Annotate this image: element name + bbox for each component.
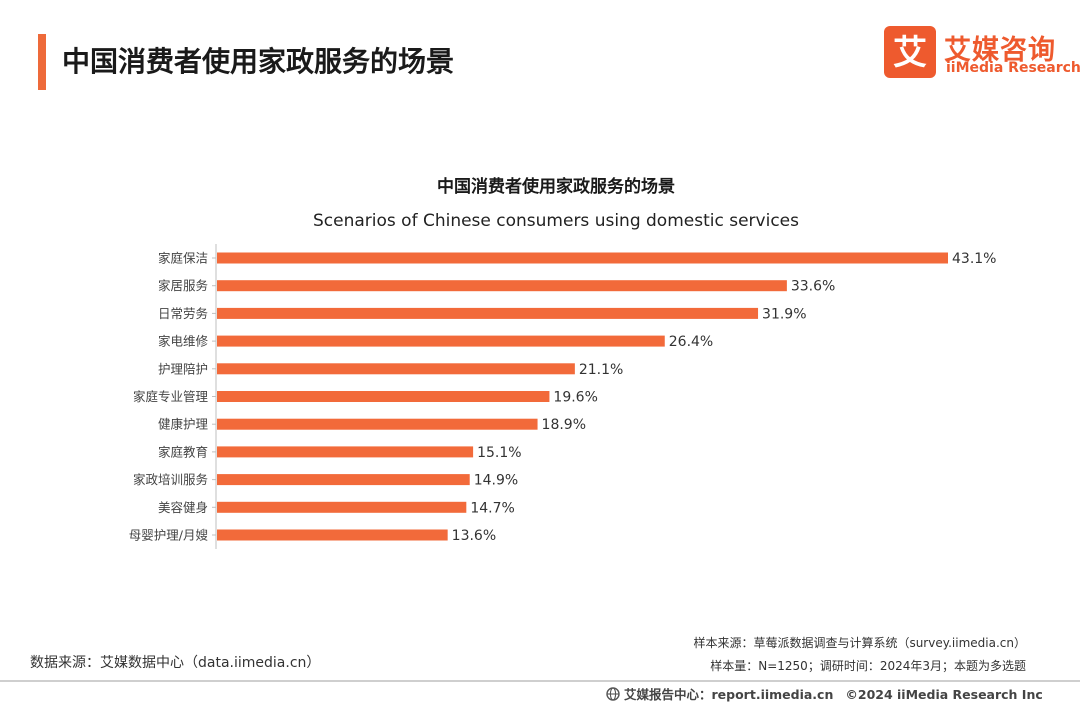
value-label: 14.7%: [470, 500, 514, 516]
category-label: 日常劳务: [158, 306, 208, 321]
bar: [217, 501, 467, 513]
iimedia-logo: 艾 艾媒咨询 iiMedia Research: [884, 26, 1080, 82]
bar: [217, 391, 550, 402]
category-label: 家电维修: [158, 334, 209, 349]
bar: [217, 335, 665, 347]
category-label: 家庭专业管理: [133, 389, 209, 404]
value-label: 21.1%: [579, 362, 623, 378]
sample-source: 样本来源：草莓派数据调查与计算系统（survey.iimedia.cn）: [693, 636, 1026, 650]
footer: 艾媒报告中心：report.iimedia.cn ©2024 iiMedia Re…: [606, 684, 1043, 703]
chart-title: 中国消费者使用家政服务的场景: [437, 176, 675, 197]
value-label: 15.1%: [477, 445, 521, 461]
svg-text:艾: 艾: [893, 33, 927, 73]
value-label: 43.1%: [952, 251, 996, 267]
value-label: 33.6%: [791, 279, 835, 295]
page-title: 中国消费者使用家政服务的场景: [62, 45, 455, 78]
data-source: 数据来源：艾媒数据中心（data.iimedia.cn）: [30, 655, 321, 671]
value-label: 19.6%: [553, 390, 597, 406]
bar: [217, 529, 448, 541]
logo-name-cn: 艾媒咨询: [944, 35, 1056, 66]
category-label: 护理陪护: [158, 361, 208, 376]
bar-chart: 中国消费者使用家政服务的场景 Scenarios of Chinese cons…: [129, 176, 996, 549]
bar: [217, 252, 948, 264]
category-label: 健康护理: [158, 417, 209, 432]
sample-info: 样本量：N=1250；调研时间：2024年3月；本题为多选题: [710, 659, 1026, 673]
bar: [217, 280, 787, 292]
bar: [217, 307, 759, 319]
chart-subtitle: Scenarios of Chinese consumers using dom…: [313, 211, 799, 231]
value-label: 14.9%: [474, 473, 518, 489]
value-label: 18.9%: [542, 417, 586, 433]
category-label: 母婴护理/月嫂: [129, 528, 209, 543]
category-label: 家庭教育: [158, 444, 208, 459]
bar: [217, 446, 474, 458]
category-label: 家庭保洁: [158, 251, 208, 266]
footer-divider: [0, 680, 1080, 682]
globe-icon: [606, 687, 620, 701]
bar: [217, 418, 538, 430]
logo-mark-glyph-icon: 艾: [893, 33, 927, 73]
chart-bars: 家庭保洁 43.1% 家居服务 33.6% 日常劳务 31.9% 家电维修 26.4% 护理陪护…: [129, 244, 996, 549]
value-label: 31.9%: [762, 306, 806, 322]
category-label: 美容健身: [158, 500, 208, 515]
title-accent-bar: [38, 34, 46, 90]
logo-mark: 艾: [884, 26, 936, 78]
logo-name-en: iiMedia Research: [946, 60, 1080, 76]
footer-copyright: ©2024 iiMedia Research Inc: [845, 687, 1043, 702]
footer-report-link[interactable]: 艾媒报告中心：report.iimedia.cn: [624, 687, 834, 702]
value-label: 13.6%: [452, 528, 496, 544]
value-label: 26.4%: [669, 334, 713, 350]
bar: [217, 363, 575, 375]
bar: [217, 474, 470, 486]
category-label: 家政培训服务: [133, 472, 208, 487]
category-label: 家居服务: [158, 278, 208, 293]
